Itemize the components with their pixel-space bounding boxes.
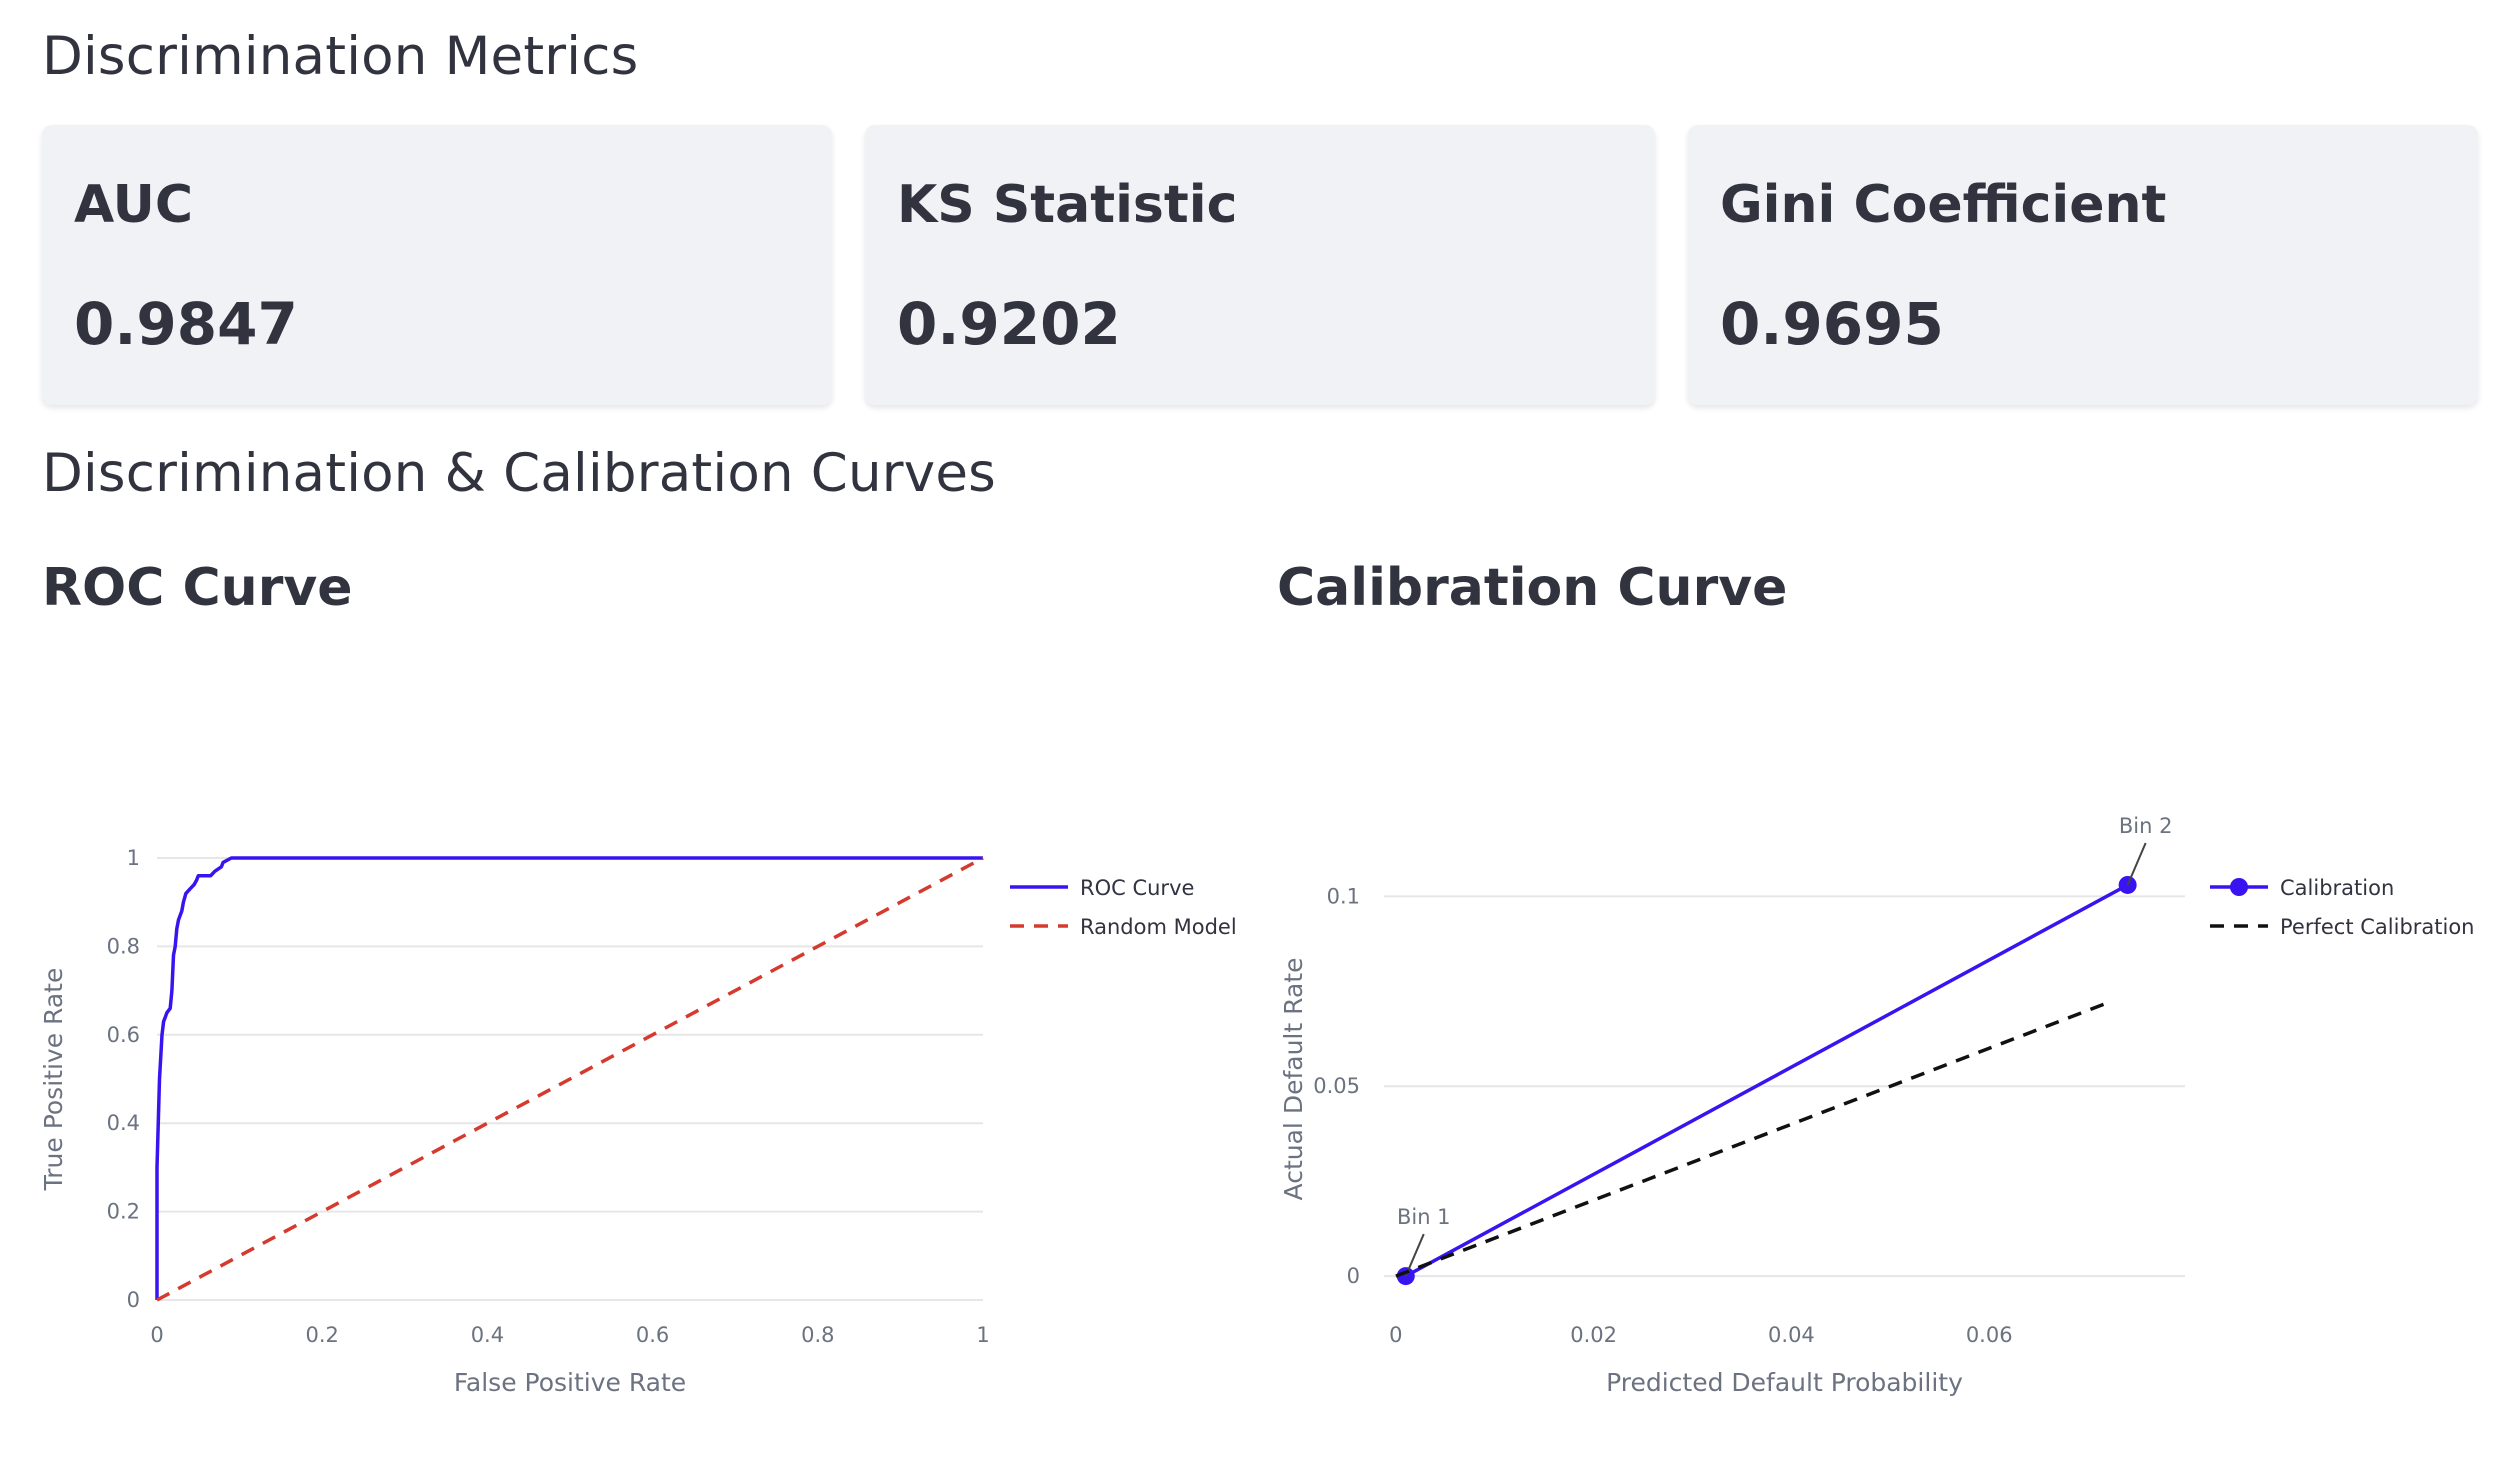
legend-label: ROC Curve: [1080, 876, 1194, 900]
section-title-metrics: Discrimination Metrics: [42, 26, 639, 87]
y-tick-label: 0: [1347, 1264, 1360, 1288]
legend-label: Random Model: [1080, 915, 1237, 939]
y-tick-label: 0.4: [107, 1111, 140, 1135]
x-tick-label: 0.04: [1768, 1323, 1815, 1347]
x-tick-label: 0.06: [1966, 1323, 2013, 1347]
metric-card-auc: AUC 0.9847: [42, 125, 832, 405]
legend-marker: [2230, 878, 2248, 896]
metric-value: 0.9202: [897, 290, 1121, 358]
y-tick-label: 0: [127, 1288, 140, 1312]
y-tick-label: 0.2: [107, 1200, 140, 1224]
x-tick-label: 0.4: [471, 1323, 504, 1347]
calibration-chart-title: Calibration Curve: [1277, 558, 1788, 618]
x-tick-label: 0.2: [305, 1323, 338, 1347]
y-tick-label: 0.6: [107, 1023, 140, 1047]
series-line-calibration: [1404, 883, 2129, 1278]
legend-label: Perfect Calibration: [2280, 915, 2475, 939]
metric-card-gini: Gini Coefficient 0.9695: [1688, 125, 2478, 405]
y-axis-title: True Positive Rate: [39, 968, 68, 1192]
series-line-roc-curve: [155, 856, 983, 1300]
legend-label: Calibration: [2280, 876, 2394, 900]
roc-chart[interactable]: 0 0.2 0.4 0.6 0.8 1 0 0.2 0.4 0.6 0.8 1 False Positi…: [0, 800, 1260, 1440]
y-tick-label: 1: [127, 846, 140, 870]
section-title-curves: Discrimination & Calibration Curves: [42, 443, 996, 504]
annotation-arrow: [2126, 842, 2147, 886]
x-tick-label: 0: [150, 1323, 163, 1347]
x-axis-title: False Positive Rate: [454, 1368, 686, 1397]
series-line-perfect-calibration: [1395, 1001, 2109, 1278]
annotation-arrow: [1404, 1233, 1425, 1277]
data-point: [1396, 1267, 1415, 1286]
metric-label: AUC: [74, 175, 194, 235]
metric-card-ks: KS Statistic 0.9202: [865, 125, 1655, 405]
roc-chart-title: ROC Curve: [42, 558, 353, 618]
x-tick-label: 0.6: [636, 1323, 669, 1347]
y-tick-label: 0.8: [107, 934, 140, 958]
x-tick-label: 0.02: [1570, 1323, 1617, 1347]
x-axis-title: Predicted Default Probability: [1606, 1368, 1963, 1397]
x-tick-label: 0: [1389, 1323, 1402, 1347]
y-axis-title: Actual Default Rate: [1279, 958, 1308, 1201]
series-line-random-model: [156, 856, 984, 1302]
metric-value: 0.9695: [1720, 290, 1944, 358]
metric-label: Gini Coefficient: [1720, 175, 2167, 235]
y-tick-label: 0.1: [1327, 884, 1360, 908]
x-tick-label: 1: [976, 1323, 989, 1347]
point-label: Bin 1: [1397, 1205, 1451, 1229]
point-label: Bin 2: [2119, 814, 2173, 838]
metric-value: 0.9847: [74, 290, 298, 358]
metric-label: KS Statistic: [897, 175, 1238, 235]
y-tick-label: 0.05: [1313, 1074, 1360, 1098]
x-tick-label: 0.8: [801, 1323, 834, 1347]
